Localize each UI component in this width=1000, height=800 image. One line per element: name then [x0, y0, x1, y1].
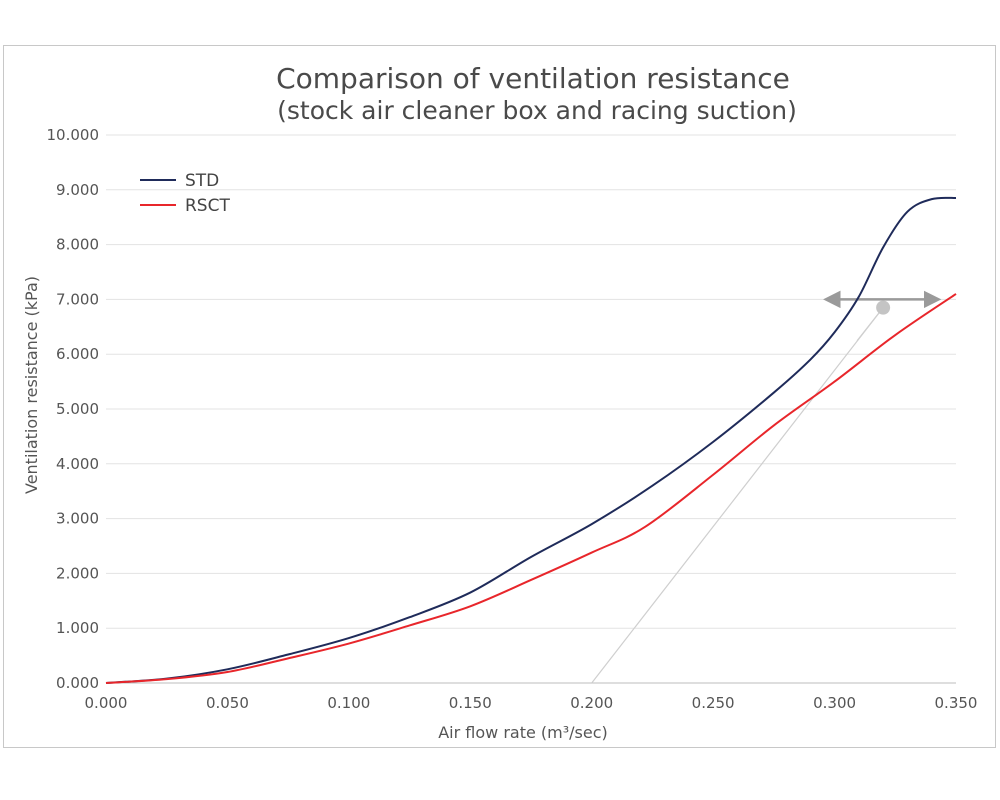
x-tick-label: 0.100: [327, 694, 370, 712]
annotation-dot: [876, 300, 891, 315]
x-axis-ticks: 0.000 0.050 0.100 0.150 0.200 0.250 0.300 0.350: [85, 694, 978, 712]
y-tick-label: 5.000: [56, 400, 99, 418]
y-tick-label: 2.000: [56, 564, 99, 582]
legend: STD RSCT: [140, 171, 230, 216]
annotation-leader-line: [591, 307, 884, 684]
series-line-std: [105, 196, 957, 684]
series-lines: [105, 196, 957, 684]
x-tick-label: 0.000: [85, 694, 128, 712]
x-tick-label: 0.300: [813, 694, 856, 712]
x-tick-label: 0.350: [935, 694, 978, 712]
y-tick-label: 1.000: [56, 619, 99, 637]
x-tick-label: 0.150: [449, 694, 492, 712]
chart-frame: [3, 45, 996, 748]
y-axis-ticks: 0.000 1.000 2.000 3.000 4.000 5.000 6.000 7.000…: [47, 126, 100, 692]
x-tick-label: 0.250: [692, 694, 735, 712]
grid-lines: [106, 134, 956, 684]
y-tick-label: 0.000: [56, 674, 99, 692]
y-axis-label: Ventilation resistance (kPa): [22, 276, 41, 494]
x-tick-label: 0.050: [206, 694, 249, 712]
y-tick-label: 7.000: [56, 290, 99, 308]
series-line-rsct: [105, 293, 957, 684]
chart-subtitle: (stock air cleaner box and racing suctio…: [277, 96, 797, 125]
y-tick-label: 6.000: [56, 345, 99, 363]
y-tick-label: 3.000: [56, 510, 99, 528]
chart-title: Comparison of ventilation resistance: [276, 62, 790, 95]
legend-label-rsct: RSCT: [185, 196, 230, 216]
y-tick-label: 9.000: [56, 181, 99, 199]
legend-label-std: STD: [185, 171, 219, 191]
y-tick-label: 10.000: [47, 126, 100, 144]
annotation-group: [591, 290, 942, 684]
y-tick-label: 4.000: [56, 455, 99, 473]
annotation-leader-line-short: [856, 307, 884, 341]
y-tick-label: 8.000: [56, 236, 99, 254]
x-axis-label: Air flow rate (m³/sec): [438, 723, 608, 742]
x-tick-label: 0.200: [570, 694, 613, 712]
